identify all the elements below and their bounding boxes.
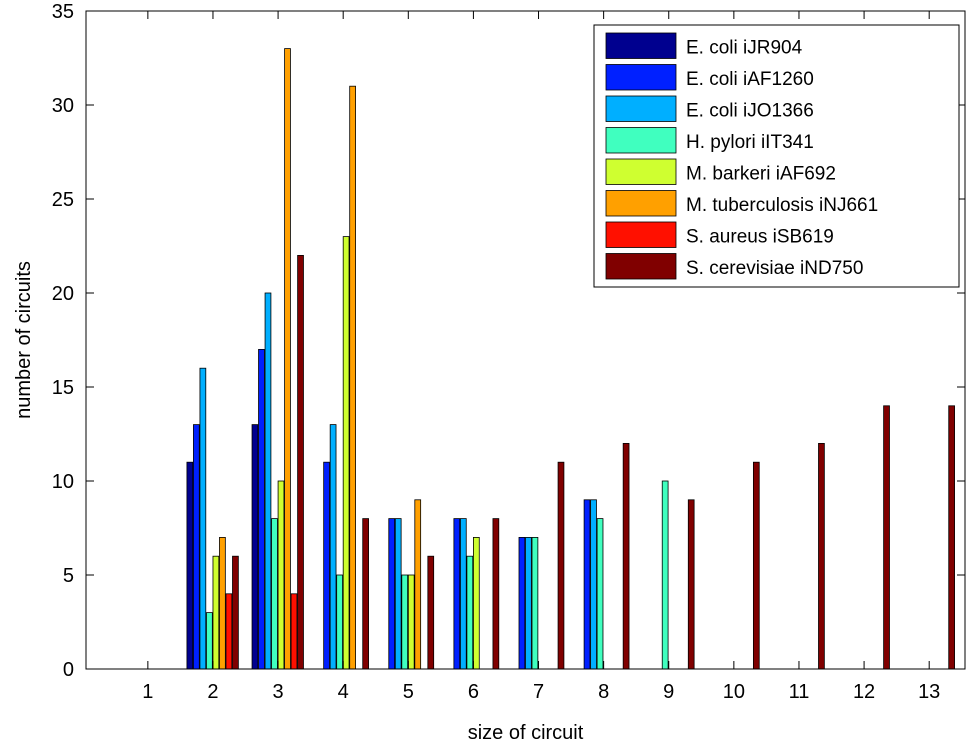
bar-6-3 [284,48,291,670]
bar-1-3 [251,424,259,670]
y-tick-label: 25 [52,189,74,211]
x-tick-label: 13 [918,681,940,703]
x-tick-label: 7 [533,681,544,703]
legend-label: H. pylori iIT341 [686,132,814,153]
bar-2-6 [453,518,461,670]
legend-label: S. cerevisiae iND750 [686,258,863,279]
x-axis-ticks: 1 2 3 4 5 6 7 8 9 10 11 12 13 [142,11,940,703]
legend-swatch [605,95,677,122]
bar-8-3 [297,254,304,670]
y-tick-label: 30 [52,95,74,117]
x-tick-label: 2 [207,681,218,703]
x-tick-label: 12 [853,681,875,703]
bar-3-8 [590,499,597,670]
plot-frame [85,10,966,670]
bar-7-3 [290,593,298,670]
legend-swatch [605,127,677,154]
bar-4-5 [401,574,409,670]
bar-8-5 [427,555,435,670]
legend-label: M. barkeri iAF692 [686,164,836,185]
bar-5-4 [342,236,350,670]
bar-5-6 [473,537,480,670]
legend-label: S. aureus iSB619 [686,227,834,248]
x-tick-label: 9 [663,681,674,703]
bar-8-4 [362,518,369,670]
y-axis-label: number of circuits [13,261,35,419]
bar-2-4 [323,461,330,670]
y-tick-label: 0 [63,659,74,681]
y-tick-label: 20 [52,283,74,305]
y-axis-ticks: 0 5 10 15 20 25 30 35 [52,1,965,681]
bar-3-5 [394,518,402,670]
bar-8-9 [687,499,695,670]
legend-swatch [605,64,677,91]
bar-3-2 [199,367,207,670]
bar-4-2 [206,612,213,670]
y-tick-label: 35 [52,1,74,23]
x-tick-label: 6 [468,681,479,703]
bar-8-6 [492,518,500,670]
legend-swatch [605,32,677,59]
legend-label: E. coli iJR904 [686,38,803,59]
legend-swatch [605,158,677,185]
legend-swatch [605,221,677,248]
bar-2-7 [518,537,526,670]
bar-2-5 [388,518,396,670]
bar-3-3 [264,292,272,670]
x-tick-label: 11 [789,681,810,703]
bar-4-7 [531,537,539,670]
bar-7-2 [225,593,233,670]
bar-4-8 [596,518,604,670]
bar-5-2 [212,555,220,670]
bar-1-2 [186,461,194,670]
bar-6-5 [414,499,422,670]
bar-8-8 [622,442,630,670]
y-tick-label: 15 [52,377,74,399]
bar-2-3 [258,348,265,670]
x-tick-label: 10 [723,681,745,703]
bar-5-3 [277,480,285,670]
x-tick-label: 5 [403,681,414,703]
bar-4-9 [661,480,669,670]
bar-8-12 [883,405,890,670]
bars-group [186,48,955,670]
x-tick-label: 1 [142,681,153,703]
bar-8-13 [948,405,955,670]
legend-label: M. tuberculosis iNJ661 [686,195,878,216]
bar-8-11 [818,442,825,670]
bar-8-7 [557,461,565,670]
bar-3-6 [459,518,467,670]
x-tick-label: 4 [338,681,349,703]
bar-3-7 [525,537,532,670]
x-tick-label: 3 [273,681,284,703]
bar-3-4 [329,424,337,670]
bar-2-2 [193,424,200,670]
bar-6-4 [349,85,356,670]
x-tick-label: 8 [598,681,609,703]
bar-2-8 [583,499,591,670]
y-tick-label: 5 [63,565,74,587]
bar-4-3 [271,518,278,670]
y-tick-label: 10 [52,471,74,493]
bar-4-4 [336,574,343,670]
legend-swatch [605,190,677,217]
bar-6-2 [219,537,226,670]
legend-label: E. coli iAF1260 [686,69,814,90]
legend: E. coli iJR904 E. coli iAF1260 E. coli iJO… [593,24,960,288]
x-axis-label: size of circuit [468,722,584,744]
bar-8-10 [752,461,760,670]
bar-4-6 [466,555,474,670]
bar-8-2 [232,555,239,670]
legend-label: E. coli iJO1366 [686,101,814,122]
legend-swatch [605,253,677,280]
bar-5-5 [407,574,415,670]
